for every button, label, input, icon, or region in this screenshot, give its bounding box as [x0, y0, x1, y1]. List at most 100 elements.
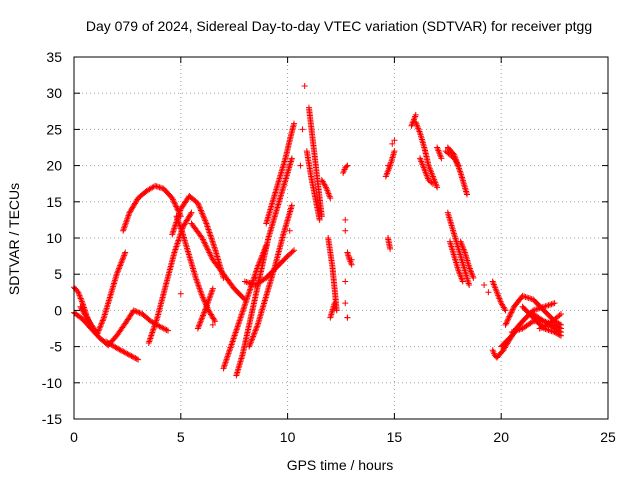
data-point	[342, 300, 349, 307]
series-track-37	[489, 278, 509, 314]
data-point	[200, 312, 207, 319]
series-track-20	[325, 235, 340, 314]
data-point	[100, 316, 107, 323]
data-point	[226, 348, 233, 355]
y-tick-label: 5	[54, 266, 62, 282]
data-point	[205, 248, 212, 255]
data-point	[157, 324, 164, 331]
data-point	[113, 271, 120, 278]
data-point	[229, 338, 236, 345]
data-point	[132, 308, 139, 315]
series-track-26	[384, 235, 394, 252]
data-point	[238, 311, 245, 318]
data-point	[231, 332, 238, 339]
data-point	[509, 306, 516, 313]
data-point	[97, 323, 104, 330]
y-tick-label: 25	[46, 121, 62, 137]
data-point	[228, 342, 235, 349]
data-point	[174, 240, 181, 247]
data-point	[209, 238, 216, 245]
data-point	[195, 201, 202, 208]
data-point	[149, 329, 156, 336]
data-point	[125, 351, 132, 358]
data-point	[243, 296, 250, 303]
data-point	[249, 334, 256, 341]
data-point	[203, 222, 210, 229]
data-point	[391, 148, 398, 155]
data-point	[116, 263, 123, 270]
data-point	[250, 333, 257, 340]
data-point	[172, 202, 179, 209]
data-point	[536, 325, 543, 332]
series-track-44	[536, 311, 565, 332]
data-point	[327, 195, 334, 202]
data-point	[121, 250, 128, 257]
data-point	[548, 301, 555, 308]
data-point	[202, 240, 209, 247]
data-point	[147, 335, 154, 342]
series-track-03	[77, 303, 101, 337]
series-track-40	[502, 292, 565, 328]
data-point	[242, 299, 249, 306]
y-axis-title: SDTVAR / TECUs	[6, 183, 22, 295]
data-point	[136, 309, 143, 316]
data-point	[147, 334, 154, 341]
x-tick-label: 15	[387, 429, 403, 445]
data-point	[246, 343, 253, 350]
data-point	[207, 233, 214, 240]
data-point	[98, 320, 105, 327]
data-point	[246, 287, 253, 294]
data-point	[243, 298, 250, 305]
series-track-17	[263, 120, 298, 227]
data-point	[171, 200, 178, 207]
data-point	[343, 163, 350, 170]
y-tick-label: 10	[46, 230, 62, 246]
data-point	[299, 126, 306, 133]
y-tick-label: -5	[50, 339, 63, 355]
data-point	[200, 237, 207, 244]
data-point	[234, 323, 241, 330]
data-point	[209, 321, 216, 328]
series-track-06	[105, 307, 171, 349]
data-point	[552, 326, 559, 333]
data-point	[128, 353, 135, 360]
data-point	[242, 301, 249, 308]
data-point	[121, 349, 128, 356]
data-point	[485, 289, 492, 296]
data-point	[222, 359, 229, 366]
data-point	[115, 266, 122, 273]
data-point	[508, 309, 515, 316]
data-point	[202, 217, 209, 224]
data-point	[464, 191, 471, 198]
data-point	[199, 211, 206, 218]
data-point	[94, 330, 101, 337]
data-point	[233, 326, 240, 333]
data-point	[120, 253, 127, 260]
data-point	[99, 318, 106, 325]
data-point	[412, 111, 419, 118]
data-point	[201, 309, 208, 316]
data-point	[391, 137, 398, 144]
series-track-34	[457, 238, 477, 281]
data-point	[459, 278, 466, 285]
data-point	[97, 321, 104, 328]
data-point	[247, 286, 254, 293]
data-point	[331, 300, 338, 307]
series-track-11	[188, 220, 248, 303]
data-point	[131, 354, 138, 361]
data-point	[151, 323, 158, 330]
data-point	[174, 239, 181, 246]
data-point	[206, 229, 213, 236]
data-point	[170, 226, 177, 233]
data-point	[528, 319, 535, 326]
grid	[74, 57, 608, 419]
data-point	[195, 324, 202, 331]
data-point	[172, 245, 179, 252]
data-point	[149, 328, 156, 335]
data-point	[245, 292, 252, 299]
data-point	[241, 304, 248, 311]
data-point	[251, 329, 258, 336]
data-point	[558, 329, 565, 336]
data-point	[115, 265, 122, 272]
data-point	[116, 346, 123, 353]
